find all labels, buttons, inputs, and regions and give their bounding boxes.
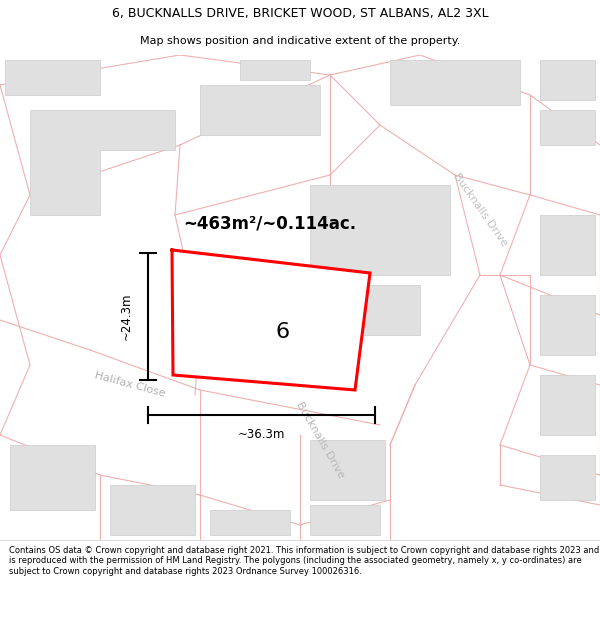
Polygon shape	[540, 60, 595, 100]
Polygon shape	[310, 505, 380, 535]
Polygon shape	[390, 60, 520, 105]
Polygon shape	[210, 510, 290, 535]
Polygon shape	[540, 375, 595, 435]
Polygon shape	[540, 215, 595, 275]
Polygon shape	[110, 485, 195, 535]
Polygon shape	[310, 285, 420, 335]
Polygon shape	[5, 60, 100, 95]
Text: Halifax Close: Halifax Close	[94, 371, 166, 399]
Text: ~463m²/~0.114ac.: ~463m²/~0.114ac.	[184, 214, 356, 232]
Polygon shape	[30, 110, 175, 215]
Text: Contains OS data © Crown copyright and database right 2021. This information is : Contains OS data © Crown copyright and d…	[9, 546, 599, 576]
Polygon shape	[10, 445, 95, 510]
Polygon shape	[172, 250, 370, 390]
Polygon shape	[240, 60, 310, 80]
Polygon shape	[540, 455, 595, 500]
Text: ~36.3m: ~36.3m	[238, 429, 285, 441]
Text: 6: 6	[275, 322, 290, 342]
Text: Bucknalls Drive: Bucknalls Drive	[451, 172, 509, 248]
Polygon shape	[310, 185, 450, 275]
Text: 6, BUCKNALLS DRIVE, BRICKET WOOD, ST ALBANS, AL2 3XL: 6, BUCKNALLS DRIVE, BRICKET WOOD, ST ALB…	[112, 8, 488, 20]
Polygon shape	[540, 110, 595, 145]
Text: Bucknalls Drive: Bucknalls Drive	[294, 400, 346, 480]
Polygon shape	[200, 85, 320, 135]
Polygon shape	[310, 440, 385, 500]
Text: Map shows position and indicative extent of the property.: Map shows position and indicative extent…	[140, 36, 460, 46]
Polygon shape	[540, 295, 595, 355]
Text: ~24.3m: ~24.3m	[119, 292, 133, 340]
